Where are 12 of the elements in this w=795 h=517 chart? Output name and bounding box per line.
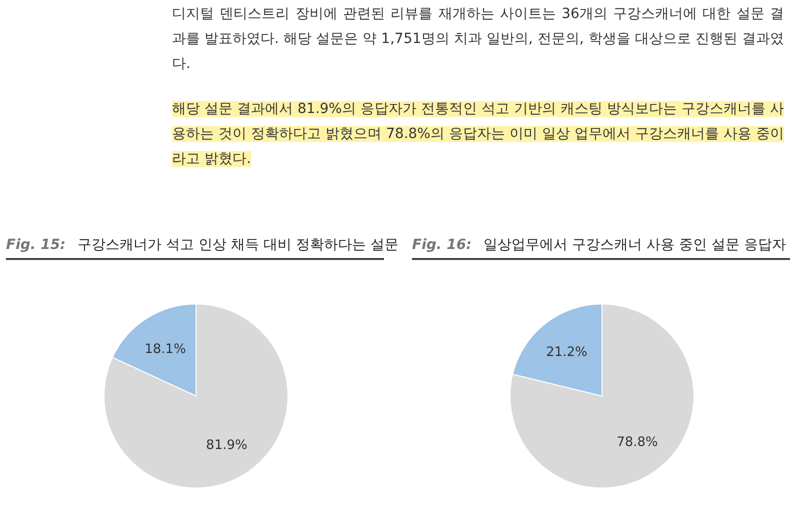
chart-subtitle: 구강스캐너가 석고 인상 채득 대비 정확하다는 설문 bbox=[78, 237, 398, 253]
pie-slice bbox=[104, 304, 288, 488]
data-label: 18.1% bbox=[144, 342, 186, 357]
data-label: 81.9% bbox=[206, 438, 248, 454]
text: 디지털 덴티스트리 장비에 관련된 리뷰를 재개하는 사이트는 36개의 구강스캐너에 대한 설문 결과를 발표하였다. 해당 설문은 약 1,751명의 치과 일반의, 전문의, 학생을 대상으로 진행된 결과였다. bbox=[172, 6, 784, 72]
chart-subtitle: 일상업무에서 구강스캐너 사용 중인 설문 응답자 bbox=[484, 237, 786, 253]
data-label: 21.2% bbox=[546, 345, 588, 360]
text: 해당 설문 결과에서 81.9%의 응답자가 전통적인 석고 기반의 캐스팅 방식보다는 구강스캐너를 사용하는 것이 정확하다고 밝혔으며 78.8%의 응답자는 이미 일상 업무에서 구강스캐너를 사용 중이라고 밝혔다. bbox=[172, 101, 784, 167]
chart-title: Fig. 15: bbox=[6, 237, 66, 253]
chart-title: Fig. 16: bbox=[412, 237, 472, 253]
data-label: 78.8% bbox=[616, 434, 658, 450]
pie-slice bbox=[510, 304, 694, 488]
